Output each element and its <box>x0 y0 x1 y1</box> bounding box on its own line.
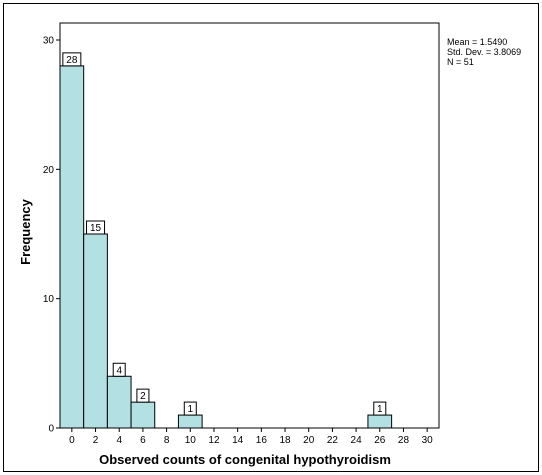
x-tick-label: 10 <box>185 435 197 446</box>
data-label: 2 <box>140 391 146 402</box>
y-tick-label: 30 <box>43 36 55 47</box>
x-tick-label: 18 <box>279 435 291 446</box>
x-tick-label: 30 <box>422 435 434 446</box>
histogram-bar <box>106 375 132 429</box>
data-label: 28 <box>66 55 78 66</box>
histogram-bar <box>367 414 393 429</box>
data-label-box <box>183 401 197 416</box>
axes-layer <box>59 22 440 429</box>
data-label-box <box>136 388 150 403</box>
x-tick-label: 28 <box>398 435 410 446</box>
data-label: 1 <box>377 404 383 415</box>
data-label-box <box>62 52 82 67</box>
y-tick-label: 0 <box>48 424 54 435</box>
x-tick-label: 14 <box>232 435 244 446</box>
data-labels-layer: 28 15 4 2 1 1 <box>62 52 387 416</box>
y-tick-label: 20 <box>43 165 55 176</box>
x-tick-label: 26 <box>374 435 386 446</box>
stats-line: Std. Dev. = 3.8069 <box>447 47 521 57</box>
stats-line: N = 51 <box>447 57 474 67</box>
data-label-box <box>373 401 387 416</box>
x-tick-label: 4 <box>116 435 122 446</box>
stats-line: Mean = 1.5490 <box>447 37 507 47</box>
x-tick-label: 20 <box>303 435 315 446</box>
x-axis-title: Observed counts of congenital hypothyroi… <box>99 452 391 467</box>
data-label-box <box>112 362 126 377</box>
y-axis-title: Frequency <box>18 198 33 265</box>
histogram-bar <box>177 414 203 429</box>
x-tick-label: 2 <box>93 435 99 446</box>
y-tick-label: 10 <box>43 294 55 305</box>
histogram-bar <box>83 233 108 429</box>
x-tick-label: 24 <box>351 435 363 446</box>
bars-layer <box>59 65 393 429</box>
x-tick-label: 8 <box>164 435 170 446</box>
data-label: 15 <box>90 223 102 234</box>
x-tick-label: 0 <box>69 435 75 446</box>
x-tick-label: 22 <box>327 435 339 446</box>
plot-frame <box>59 22 440 429</box>
data-label: 1 <box>188 404 194 415</box>
x-tick-label: 12 <box>208 435 220 446</box>
histogram-bar <box>59 65 85 429</box>
data-label-box <box>86 220 106 235</box>
data-label: 4 <box>116 365 122 376</box>
histogram-bar <box>130 401 156 429</box>
x-tick-label: 16 <box>256 435 268 446</box>
x-tick-label: 6 <box>140 435 146 446</box>
